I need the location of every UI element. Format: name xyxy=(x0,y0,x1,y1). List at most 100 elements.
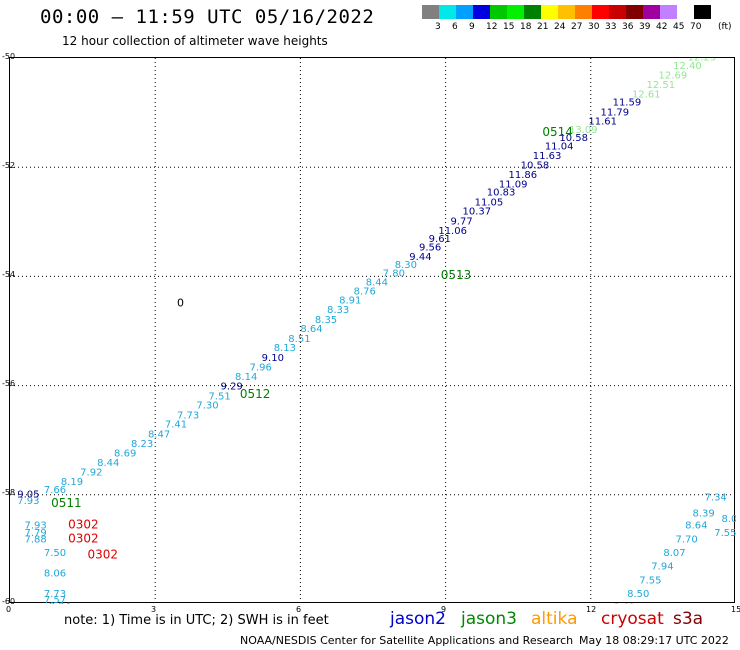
legend-swatch xyxy=(575,5,592,19)
wave-height-label: 9.61 xyxy=(429,234,451,245)
track-id-label: 0302 xyxy=(87,548,118,562)
wave-height-label: 8.69 xyxy=(114,449,136,460)
wave-height-label: 7.66 xyxy=(44,485,66,496)
wave-height-label: 7.94 xyxy=(651,562,673,573)
wave-height-label: 7.55 xyxy=(639,575,661,586)
legend-label: 24 xyxy=(554,22,566,32)
wave-height-label: 8.64 xyxy=(300,324,322,335)
wave-height-label: 8.33 xyxy=(327,305,349,316)
wave-height-label: 7.34 xyxy=(705,492,727,503)
wave-height-label: 12.51 xyxy=(646,80,675,91)
legend-swatch xyxy=(422,5,439,19)
satellite-cryosat-label: cryosat xyxy=(601,609,664,629)
map-marker-label: 0 xyxy=(177,296,184,309)
y-axis-tick-label: -58 xyxy=(2,488,16,497)
satellite-altika-label: altika xyxy=(531,609,578,629)
wave-height-label: 8.47 xyxy=(148,429,170,440)
wave-height-label: 8.13 xyxy=(274,343,296,354)
wave-height-label: 8.30 xyxy=(395,260,417,271)
wave-height-label: 12.69 xyxy=(659,71,688,82)
x-axis-tick-label: 15 xyxy=(731,605,740,614)
legend-label: 70 xyxy=(690,22,702,32)
legend-swatch xyxy=(524,5,541,19)
wave-height-label: 8.51 xyxy=(288,334,310,345)
wave-height-label: 7.80 xyxy=(383,268,405,279)
wave-height-label: 7.93 xyxy=(17,496,39,507)
legend-label: 15 xyxy=(503,22,515,32)
wave-height-label: 8.76 xyxy=(354,286,376,297)
map-plot-area: 12.25 12.40 12.69 12.51 12.61 11.59 11.79 11.61… xyxy=(9,57,736,604)
legend-label: 39 xyxy=(639,22,651,32)
wave-height-label: 7.88 xyxy=(25,534,47,545)
wave-height-label: 7.73 xyxy=(177,410,199,421)
legend-swatch xyxy=(609,5,626,19)
wave-height-label: 8.24 xyxy=(49,601,71,604)
wave-height-label: 7.55 xyxy=(714,528,736,539)
track-id-label: 0511 xyxy=(51,496,82,510)
legend-swatch xyxy=(677,5,694,19)
x-axis-tick-label: 3 xyxy=(151,605,157,614)
legend-swatch xyxy=(694,5,711,19)
legend-label: 45 xyxy=(673,22,685,32)
y-axis-tick-label: -50 xyxy=(2,52,16,61)
map-title: 00:00 – 11:59 UTC 05/16/2022 xyxy=(40,6,375,28)
wave-height-label: 7.96 xyxy=(250,362,272,373)
wave-height-label: 7.51 xyxy=(208,391,230,402)
legend-label: 30 xyxy=(588,22,600,32)
wave-height-label: 11.79 xyxy=(600,107,629,118)
wave-height-label: 8.44 xyxy=(366,278,388,289)
units-note: note: 1) Time is in UTC; 2) SWH is in fe… xyxy=(64,613,329,628)
wave-height-label: 12.25 xyxy=(688,58,717,64)
legend-label: 21 xyxy=(537,22,549,32)
wave-height-label: 10.37 xyxy=(463,207,492,218)
wave-height-label: 8.50 xyxy=(627,589,649,600)
wave-height-label: 11.09 xyxy=(499,179,528,190)
y-axis-tick-label: -56 xyxy=(2,379,16,388)
y-axis-tick-label: -52 xyxy=(2,161,16,170)
wave-height-label: 11.05 xyxy=(475,197,504,208)
legend-swatch xyxy=(643,5,660,19)
footer-credit: NOAA/NESDIS Center for Satellite Applica… xyxy=(240,634,574,647)
wave-height-label: 12.40 xyxy=(673,61,702,72)
wave-height-label: 9.77 xyxy=(450,217,472,228)
track-id-label: 0513 xyxy=(441,268,472,282)
legend-swatch xyxy=(490,5,507,19)
legend-label: 42 xyxy=(656,22,668,32)
wave-height-label: 11.63 xyxy=(533,151,562,162)
legend-swatch xyxy=(626,5,643,19)
legend-swatch xyxy=(456,5,473,19)
wave-height-label: 9.10 xyxy=(262,353,284,364)
wave-height-label: 7.73 xyxy=(44,589,66,600)
footer-timestamp: May 18 08:29:17 UTC 2022 xyxy=(579,634,729,647)
wave-height-label: 7.41 xyxy=(165,420,187,431)
wave-height-label: 8.23 xyxy=(131,439,153,450)
legend-label: 6 xyxy=(452,22,458,32)
legend-label: 18 xyxy=(520,22,532,32)
legend-swatch xyxy=(473,5,490,19)
legend-label: 27 xyxy=(571,22,583,32)
y-axis-tick-label: -60 xyxy=(2,597,16,606)
wave-height-label: 8.07 xyxy=(663,548,685,559)
legend-unit: (ft) xyxy=(718,22,732,32)
wave-height-label: 6.40 xyxy=(613,603,635,604)
wave-height-label: 8.14 xyxy=(235,372,257,383)
satellite-jason3-label: jason3 xyxy=(461,609,517,629)
track-id-label: 0302 xyxy=(68,518,99,532)
legend-swatch xyxy=(541,5,558,19)
wave-height-label: 10.58 xyxy=(559,133,588,144)
legend-label: 33 xyxy=(605,22,617,32)
wave-height-label: 11.04 xyxy=(545,142,574,153)
legend-swatch xyxy=(660,5,677,19)
wave-height-label: 9.44 xyxy=(409,252,431,263)
map-subtitle: 12 hour collection of altimeter wave hei… xyxy=(62,34,328,48)
satellite-s3a-label: s3a xyxy=(673,609,704,629)
x-axis-tick-label: 9 xyxy=(441,605,447,614)
legend-label: 9 xyxy=(469,22,475,32)
color-legend xyxy=(422,5,711,19)
wave-height-label: 11.06 xyxy=(438,226,467,237)
wave-height-label: 7.50 xyxy=(44,548,66,559)
wave-height-label: 10.58 xyxy=(521,160,550,171)
wave-height-label: 8.06 xyxy=(44,569,66,580)
wave-height-label: 9.29 xyxy=(221,381,243,392)
wave-height-map: 12.2512.4012.6912.5112.6111.5911.7911.61… xyxy=(10,58,736,604)
